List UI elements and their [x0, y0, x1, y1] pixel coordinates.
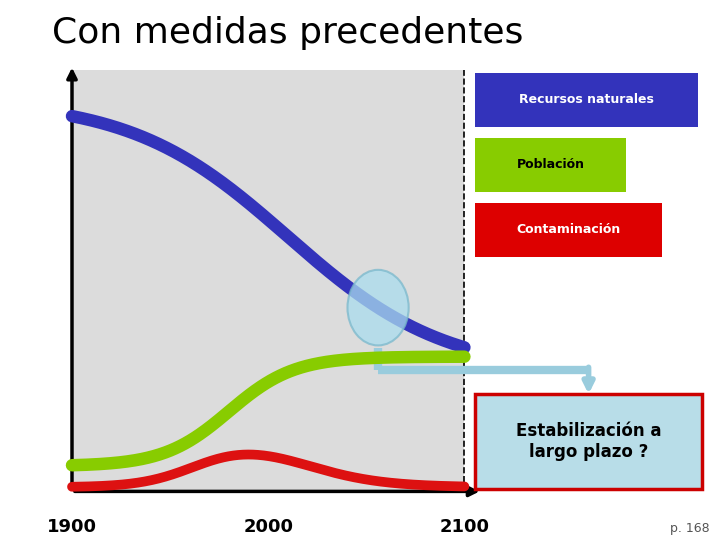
- FancyBboxPatch shape: [475, 138, 626, 192]
- Text: Contaminación: Contaminación: [517, 223, 621, 236]
- Text: Recursos naturales: Recursos naturales: [519, 93, 654, 106]
- Text: Población: Población: [517, 158, 585, 171]
- Text: Con medidas precedentes: Con medidas precedentes: [53, 16, 523, 50]
- Text: 1900: 1900: [47, 518, 97, 536]
- FancyBboxPatch shape: [72, 70, 464, 491]
- FancyBboxPatch shape: [475, 202, 662, 256]
- FancyBboxPatch shape: [475, 73, 698, 127]
- Text: 2100: 2100: [439, 518, 490, 536]
- Text: 2000: 2000: [243, 518, 293, 536]
- Text: Estabilización a
largo plazo ?: Estabilización a largo plazo ?: [516, 422, 662, 461]
- Text: p. 168: p. 168: [670, 522, 709, 535]
- FancyBboxPatch shape: [475, 394, 702, 489]
- Ellipse shape: [348, 270, 409, 346]
